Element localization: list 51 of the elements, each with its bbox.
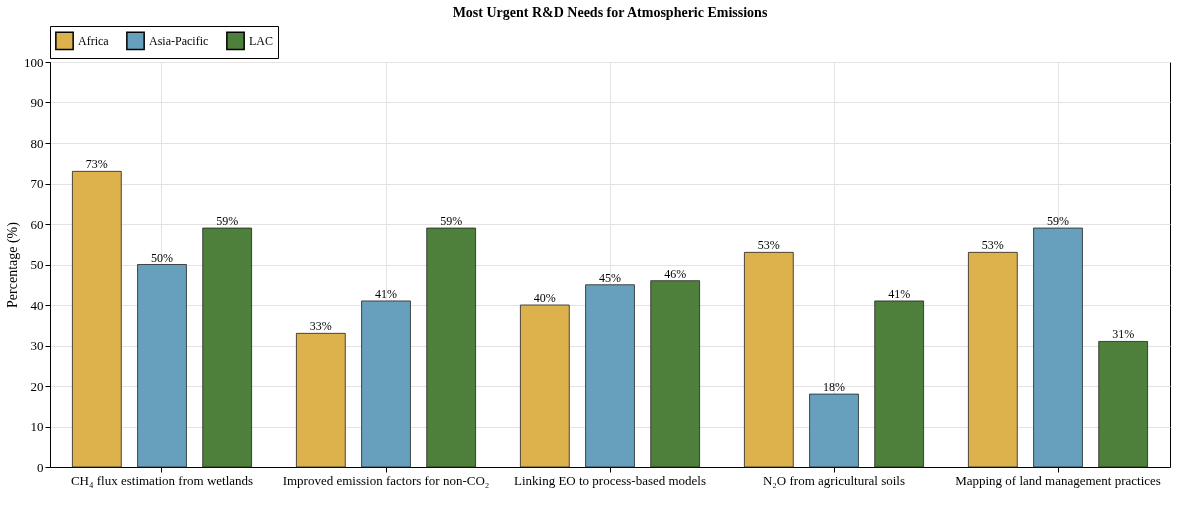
data-label: 41% (888, 286, 911, 301)
y-tick-label: 0 (37, 459, 44, 475)
y-tick-label: 40 (30, 297, 44, 313)
data-label: 45% (599, 270, 621, 285)
bar (968, 251, 1018, 468)
y-tick-label: 60 (30, 216, 44, 232)
data-label: 59% (216, 214, 239, 229)
bar (585, 284, 635, 468)
bar (809, 393, 859, 468)
data-label: 59% (1047, 214, 1069, 229)
bar (874, 300, 924, 468)
data-label: 53% (757, 238, 780, 253)
x-tick-label: Linking EO to process-based models (513, 472, 707, 488)
data-label: 33% (309, 319, 332, 334)
data-label: 31% (1112, 327, 1135, 342)
bar (361, 300, 411, 468)
y-tick-label: 80 (30, 135, 44, 151)
data-label: 40% (533, 291, 556, 305)
bar (72, 170, 122, 468)
bar (650, 280, 700, 468)
data-label: 59% (440, 214, 463, 229)
legend-label: LAC (249, 33, 273, 48)
y-tick-label: 10 (30, 419, 44, 434)
x-tick-label: Mapping of land management practices (955, 472, 1161, 488)
data-label: 73% (85, 157, 108, 172)
data-label: 46% (664, 266, 687, 281)
chart-title: Most Urgent R&D Needs for Atmospheric Emissions (452, 4, 768, 20)
bar (520, 304, 570, 468)
bar (296, 332, 346, 468)
y-axis-title: Percentage (%) (5, 221, 21, 308)
data-label: 50% (151, 250, 173, 265)
bar (137, 264, 187, 468)
legend-label: Asia-Pacific (149, 33, 209, 48)
x-tick-label: Improved emission factors for non-CO₂ (282, 472, 490, 488)
x-tick-label: CH₄ flux estimation from wetlands (70, 472, 254, 488)
data-label: 53% (981, 238, 1004, 253)
bar (202, 227, 252, 468)
y-tick-label: 20 (30, 378, 44, 394)
data-label: 18% (823, 380, 845, 395)
bar (1033, 227, 1083, 468)
legend-label: Africa (78, 33, 110, 48)
bar (1098, 341, 1148, 468)
data-label: 41% (375, 286, 397, 301)
y-tick-label: 50 (30, 257, 44, 272)
y-tick-label: 70 (30, 176, 44, 191)
y-tick-label: 30 (30, 338, 44, 353)
bar (744, 251, 794, 468)
x-tick-label: N₂O from agricultural soils (762, 472, 906, 488)
y-tick-label: 90 (30, 95, 44, 110)
bar (426, 227, 476, 468)
y-tick-label: 100 (24, 54, 44, 70)
